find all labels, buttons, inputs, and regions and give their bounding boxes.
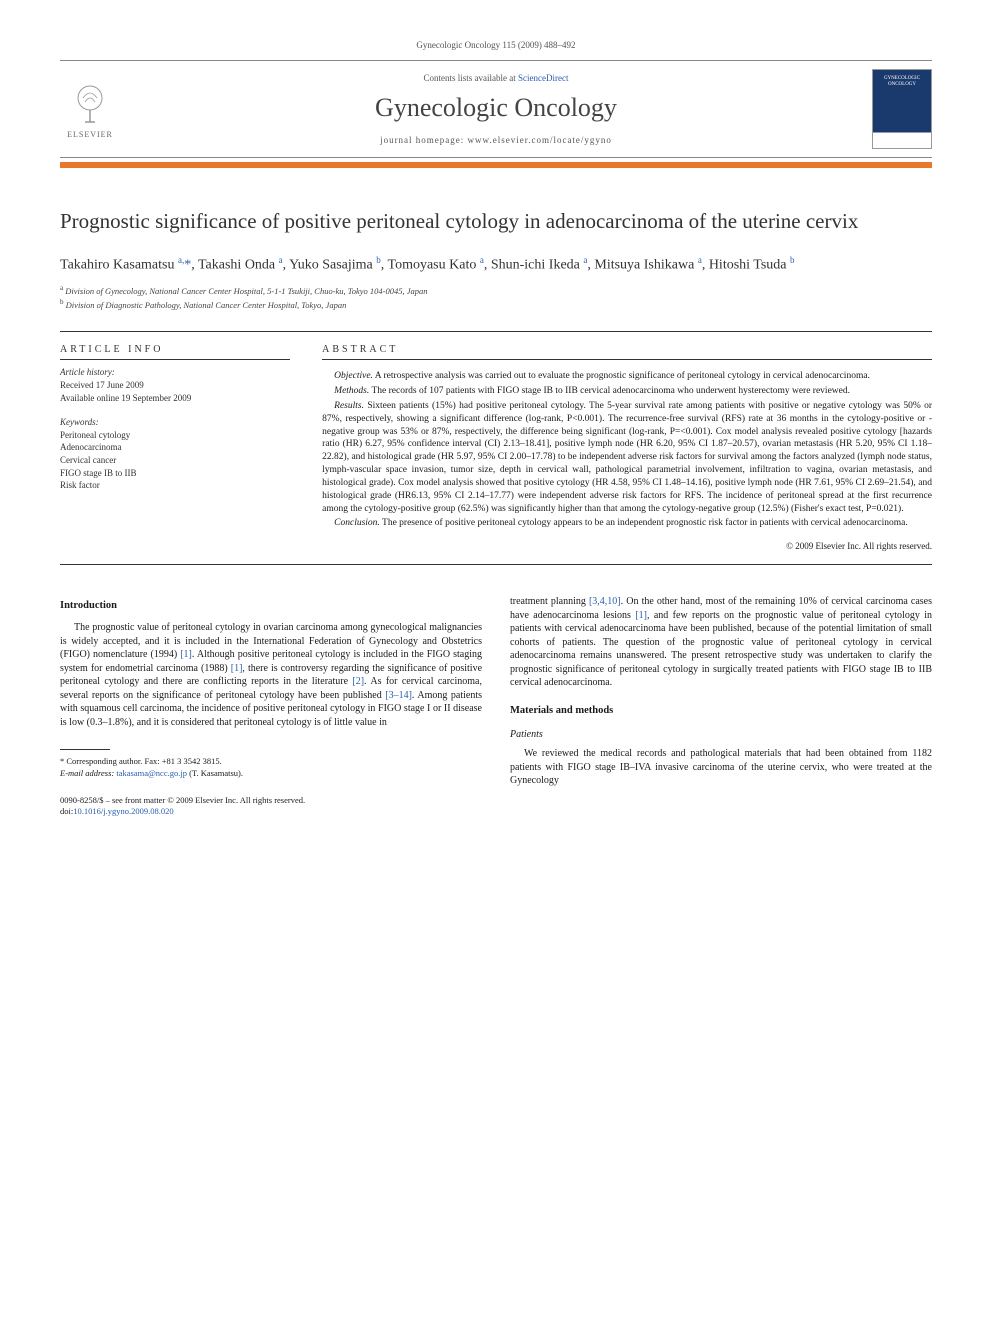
ref-link[interactable]: [1]: [180, 649, 192, 660]
intro-heading: Introduction: [60, 599, 482, 613]
abstract-methods: Methods. The records of 107 patients wit…: [322, 385, 932, 398]
author-list: Takahiro Kasamatsu a,*, Takashi Onda a, …: [60, 255, 932, 274]
footnotes: * Corresponding author. Fax: +81 3 3542 …: [60, 756, 482, 778]
right-column: treatment planning [3,4,10]. On the othe…: [510, 595, 932, 816]
front-matter: 0090-8258/$ – see front matter © 2009 El…: [60, 795, 482, 806]
left-column: Introduction The prognostic value of per…: [60, 595, 482, 816]
online-date: Available online 19 September 2009: [60, 392, 290, 405]
affiliation-b: b Division of Diagnostic Pathology, Nati…: [60, 298, 932, 312]
doi-line: doi:10.1016/j.ygyno.2009.08.020: [60, 806, 482, 817]
footnote-rule: [60, 749, 110, 750]
keyword: Peritoneal cytology: [60, 429, 290, 442]
keywords-block: Keywords: Peritoneal cytology Adenocarci…: [60, 416, 290, 492]
abstract: ABSTRACT Objective. A retrospective anal…: [304, 332, 932, 564]
intro-p1: The prognostic value of peritoneal cytol…: [60, 621, 482, 729]
ref-link[interactable]: [3,4,10]: [589, 596, 621, 607]
abstract-results: Results. Sixteen patients (15%) had posi…: [322, 400, 932, 515]
journal-name: Gynecologic Oncology: [120, 93, 872, 123]
email-line: E-mail address: takasama@ncc.go.jp (T. K…: [60, 768, 482, 779]
abstract-copyright: © 2009 Elsevier Inc. All rights reserved…: [322, 540, 932, 552]
abstract-conclusion: Conclusion. The presence of positive per…: [322, 517, 932, 530]
elsevier-tree-icon: [65, 80, 115, 130]
elsevier-logo: ELSEVIER: [60, 74, 120, 144]
received-date: Received 17 June 2009: [60, 379, 290, 392]
contents-prefix: Contents lists available at: [424, 73, 518, 83]
keyword: Cervical cancer: [60, 454, 290, 467]
ref-link[interactable]: [3–14]: [385, 690, 412, 701]
homepage-prefix: journal homepage:: [380, 135, 467, 145]
history-label: Article history:: [60, 366, 290, 379]
homepage-url: www.elsevier.com/locate/ygyno: [468, 135, 612, 145]
corresponding-author: * Corresponding author. Fax: +81 3 3542 …: [60, 756, 482, 767]
methods-heading: Materials and methods: [510, 704, 932, 718]
orange-divider: [60, 162, 932, 168]
contents-line: Contents lists available at ScienceDirec…: [120, 73, 872, 83]
footer: 0090-8258/$ – see front matter © 2009 El…: [60, 795, 482, 817]
affiliations: a Division of Gynecology, National Cance…: [60, 284, 932, 311]
methods-p1: We reviewed the medical records and path…: [510, 747, 932, 788]
article-title: Prognostic significance of positive peri…: [60, 208, 932, 235]
info-abstract-block: ARTICLE INFO Article history: Received 1…: [60, 331, 932, 565]
keyword: Adenocarcinoma: [60, 441, 290, 454]
sciencedirect-link[interactable]: ScienceDirect: [518, 73, 568, 83]
journal-banner: ELSEVIER Contents lists available at Sci…: [60, 60, 932, 158]
info-heading: ARTICLE INFO: [60, 344, 290, 360]
abstract-heading: ABSTRACT: [322, 344, 932, 360]
keywords-label: Keywords:: [60, 416, 290, 429]
patients-subheading: Patients: [510, 728, 932, 742]
running-header: Gynecologic Oncology 115 (2009) 488–492: [60, 40, 932, 50]
abstract-body: Objective. A retrospective analysis was …: [322, 370, 932, 552]
elsevier-name: ELSEVIER: [67, 130, 113, 139]
affiliation-a: a Division of Gynecology, National Cance…: [60, 284, 932, 298]
cover-line2: ONCOLOGY: [888, 82, 916, 88]
journal-cover-thumb: GYNECOLOGIC ONCOLOGY: [872, 69, 932, 149]
intro-p2: treatment planning [3,4,10]. On the othe…: [510, 595, 932, 690]
doi-link[interactable]: 10.1016/j.ygyno.2009.08.020: [73, 806, 173, 816]
abstract-objective: Objective. A retrospective analysis was …: [322, 370, 932, 383]
body-columns: Introduction The prognostic value of per…: [60, 595, 932, 816]
article-history: Article history: Received 17 June 2009 A…: [60, 366, 290, 404]
ref-link[interactable]: [1]: [231, 663, 243, 674]
homepage-line: journal homepage: www.elsevier.com/locat…: [120, 135, 872, 145]
keyword: FIGO stage IB to IIB: [60, 467, 290, 480]
article-info: ARTICLE INFO Article history: Received 1…: [60, 332, 304, 564]
banner-center: Contents lists available at ScienceDirec…: [120, 73, 872, 145]
keyword: Risk factor: [60, 479, 290, 492]
ref-link[interactable]: [1]: [635, 610, 647, 621]
ref-link[interactable]: [2]: [352, 676, 364, 687]
email-link[interactable]: takasama@ncc.go.jp: [116, 768, 187, 778]
